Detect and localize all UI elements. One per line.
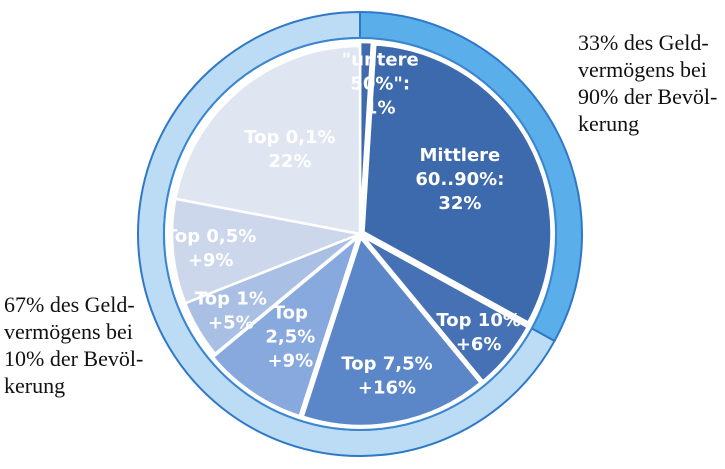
pie-slices [170, 40, 553, 428]
slice-label-4-line-2: +9% [267, 351, 313, 372]
pie-slice-0 [358, 40, 374, 231]
slice-label-7-line-0: Top 0,1% [244, 127, 335, 148]
slice-label-5-line-1: +5% [208, 312, 254, 333]
slice-label-0-line-0: "untere [342, 49, 419, 70]
slice-label-4-line-0: Top [273, 303, 308, 324]
slice-label-3-line-1: +16% [358, 377, 416, 398]
slice-label-1-line-2: 32% [438, 193, 481, 214]
pie-slice-6 [170, 197, 365, 305]
pie-slice-4 [211, 233, 361, 418]
pie-slice-7 [173, 44, 362, 236]
slice-label-2-line-0: Top 10% [436, 310, 521, 331]
pie-slice-3 [301, 235, 483, 428]
slice-label-0-line-2: 1% [365, 97, 396, 118]
annotation-top-10-percent: 67% des Geld- vermögens bei 10% der Bevö… [4, 292, 144, 398]
slice-label-6-line-0: Top 0,5% [165, 226, 256, 247]
pie-slice-2 [362, 235, 530, 384]
slice-labels: "untere 50%": 1% Mittlere 60..90%: 32% Top 10%… [165, 49, 521, 398]
slice-label-2-line-1: +6% [456, 334, 502, 355]
slice-label-1-line-1: 60..90%: [415, 169, 504, 190]
pie-slice-1 [362, 43, 553, 325]
slice-label-5-line-0: Top 1% [195, 288, 267, 309]
slice-label-1-line-0: Mittlere [420, 145, 501, 166]
annotation-top-90-percent: 33% des Geld- vermögens bei 90% der Bevö… [578, 30, 718, 136]
slice-label-6-line-1: +9% [188, 250, 234, 271]
slice-label-7-line-1: 22% [268, 151, 311, 172]
slice-label-3-line-0: Top 7,5% [341, 353, 432, 374]
slice-label-4-line-1: 2,5% [265, 327, 315, 348]
slice-label-0-line-1: 50%": [350, 73, 410, 94]
